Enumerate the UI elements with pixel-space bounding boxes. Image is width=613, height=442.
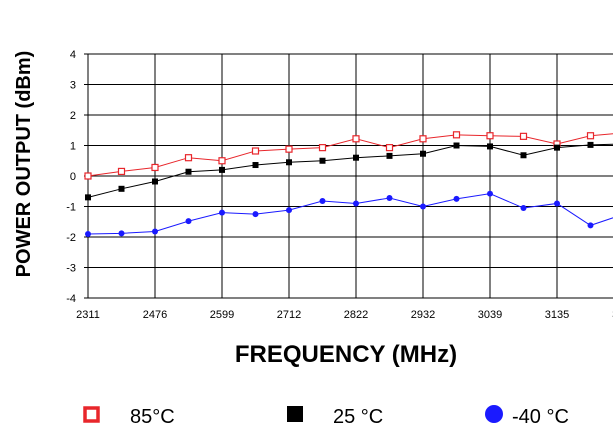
legend-label-minus40c: -40 °C [512,406,569,428]
data-point [420,203,426,210]
x-tick-label: 3039 [478,309,502,321]
series-0 [84,131,613,180]
y-tick-label: 0 [70,171,76,183]
data-point [185,218,192,225]
legend-marker-85c [83,406,100,423]
plot-grid [84,53,613,299]
data-point [486,132,494,140]
y-tick-label: 2 [70,110,76,122]
data-point [319,157,326,164]
x-tick-label: 2932 [411,309,435,321]
data-point [452,131,461,139]
legend-label-85c: 85°C [130,406,175,428]
data-point [252,162,259,169]
y-tick-labels: -4 -3 -2 -1 0 1 2 3 4 [66,49,76,305]
x-tick-label: 2822 [344,309,368,321]
data-point [218,157,226,165]
y-tick-label: -3 [66,263,76,275]
series-2 [85,190,613,237]
data-point [353,200,359,207]
x-tick-label: 3135 [545,309,569,321]
data-point [219,166,225,173]
legend-marker-25c [287,406,303,422]
data-point [118,185,125,192]
data-point [185,168,192,175]
data-point [252,211,259,218]
data-point [286,159,292,166]
series-1 [85,141,613,201]
x-tick-label: 2311 [76,309,100,321]
data-point [453,195,460,202]
data-point [85,194,91,201]
data-point [151,163,159,172]
data-point [487,190,493,197]
data-point [352,135,360,143]
y-axis-title: POWER OUTPUT (dBm) [13,51,35,278]
series-line [87,193,613,235]
y-tick-label: 1 [70,141,76,153]
data-point [152,228,158,235]
data-series [84,131,613,237]
data-point [385,144,394,152]
y-tick-label: 4 [70,49,76,61]
data-point [117,167,126,176]
data-point [286,207,292,214]
data-point [318,144,327,152]
data-point [152,178,158,185]
data-point [587,141,594,148]
x-tick-label: 2712 [277,309,301,321]
series-line [87,133,613,177]
data-point [85,230,91,237]
data-point [519,132,528,140]
data-point [419,135,427,143]
data-point [420,150,426,157]
data-point [520,205,527,212]
legend-label-25c: 25 °C [333,406,383,428]
data-point [184,154,193,162]
data-point [386,194,393,201]
legend: 85°C 25 °C -40 °C [83,405,569,428]
data-point [554,144,560,151]
legend-item-minus40c: -40 °C [485,405,569,428]
x-tick-label: 2599 [210,309,234,321]
data-point [319,198,326,205]
data-point [487,143,493,150]
legend-marker-minus40c [485,405,503,423]
x-tick-labels: 2311247625992712282229323039313532113264… [76,309,613,321]
data-point [587,222,594,229]
x-tick-label: 2476 [143,309,167,321]
data-point [453,142,460,149]
y-tick-label: -1 [66,202,76,214]
data-point [285,145,293,153]
legend-item-85c: 85°C [83,406,175,428]
x-axis-title: FREQUENCY (MHz) [235,341,457,368]
y-tick-label: -4 [66,293,76,305]
y-tick-label: 3 [70,80,76,92]
data-point [386,152,393,159]
series-line [87,143,613,198]
data-point [118,230,125,237]
data-point [586,132,595,140]
legend-item-25c: 25 °C [287,406,383,428]
data-point [554,200,560,207]
data-point [84,172,92,180]
data-point [219,209,225,216]
y-tick-label: -2 [66,232,76,244]
data-point [353,154,359,161]
data-point [251,147,260,155]
data-point [520,152,527,159]
